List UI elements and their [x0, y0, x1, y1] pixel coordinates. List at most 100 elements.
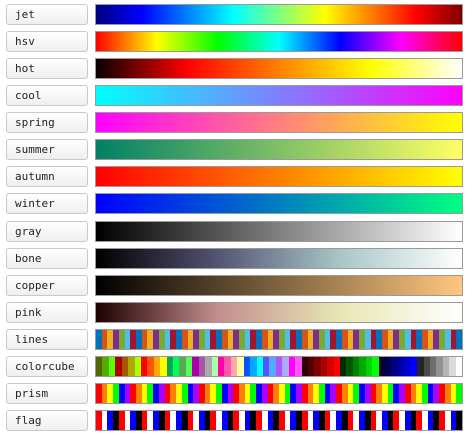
- colormap-swatch-cool[interactable]: [95, 85, 463, 106]
- colormap-cell: [421, 411, 428, 430]
- colormap-cell: [198, 357, 206, 376]
- colormap-button-lines[interactable]: lines: [6, 329, 88, 350]
- colormap-cell: [187, 411, 194, 430]
- colormap-swatch-hsv[interactable]: [95, 31, 463, 52]
- colormap-cell: [313, 411, 320, 430]
- colormap-button-bone[interactable]: bone: [6, 248, 88, 269]
- colormap-cell: [279, 330, 285, 349]
- colormap-cell: [314, 357, 321, 376]
- colormap-cell: [365, 357, 373, 376]
- colormap-cell: [404, 411, 411, 430]
- colormap-cell: [279, 411, 285, 430]
- colormap-cell: [176, 411, 182, 430]
- colormap-cell: [227, 384, 234, 403]
- colormap-cell: [205, 357, 212, 376]
- colormap-button-copper[interactable]: copper: [6, 275, 88, 296]
- colormap-swatch-hot[interactable]: [95, 58, 463, 79]
- colormap-cell: [141, 384, 148, 403]
- colormap-swatch-colorcube[interactable]: [95, 356, 463, 377]
- colormap-cell: [273, 384, 279, 403]
- colormap-swatch-autumn[interactable]: [95, 166, 463, 187]
- colormap-cell: [181, 330, 188, 349]
- colormap-cell: [404, 357, 411, 376]
- colormap-button-cool[interactable]: cool: [6, 85, 88, 106]
- colormap-cell: [333, 357, 341, 376]
- colormap-swatch-lines[interactable]: [95, 329, 463, 350]
- colormap-cell: [307, 411, 314, 430]
- colormap-swatch-winter[interactable]: [95, 193, 463, 214]
- colormap-cell: [387, 330, 394, 349]
- colormap-swatch-gray[interactable]: [95, 221, 463, 242]
- colormap-swatch-flag[interactable]: [95, 410, 463, 431]
- colormap-button-pink[interactable]: pink: [6, 302, 88, 323]
- colormap-swatch-spring[interactable]: [95, 112, 463, 133]
- colormap-button-spring[interactable]: spring: [6, 112, 88, 133]
- colormap-cell: [101, 411, 108, 430]
- colormap-cell: [147, 330, 154, 349]
- colormap-cell: [204, 411, 211, 430]
- colormap-cell: [230, 357, 238, 376]
- colormap-cell: [320, 357, 328, 376]
- colormap-swatch-prism[interactable]: [95, 383, 463, 404]
- colormap-cell: [273, 330, 279, 349]
- colormap-cell: [221, 384, 228, 403]
- colormap-cell: [455, 357, 462, 376]
- colormap-cell: [284, 330, 291, 349]
- colormap-swatch-bone[interactable]: [95, 248, 463, 269]
- colormap-cell: [370, 330, 377, 349]
- colormap-cell: [147, 384, 154, 403]
- colormap-cell: [410, 330, 417, 349]
- colormap-cell: [118, 411, 125, 430]
- colormap-cell: [456, 411, 462, 430]
- colormap-cell: [404, 384, 411, 403]
- colormap-cell: [456, 330, 462, 349]
- colormap-cell: [176, 330, 182, 349]
- colormap-cell: [101, 330, 108, 349]
- colormap-button-colorcube[interactable]: colorcube: [6, 356, 88, 377]
- colormap-cell: [290, 384, 297, 403]
- colormap-row-flag: flag: [0, 410, 474, 432]
- colormap-cell: [221, 411, 228, 430]
- colormap-cell: [193, 411, 199, 430]
- colormap-cell: [456, 384, 462, 403]
- colormap-cell: [288, 357, 296, 376]
- colormap-swatch-summer[interactable]: [95, 139, 463, 160]
- colormap-cell: [275, 357, 283, 376]
- colormap-cell: [224, 357, 231, 376]
- colormap-cell: [113, 384, 119, 403]
- colormap-row-jet: jet: [0, 4, 474, 26]
- colormap-cell: [179, 357, 186, 376]
- colormap-button-hsv[interactable]: hsv: [6, 31, 88, 52]
- colormap-cell: [256, 330, 262, 349]
- colormap-cell: [450, 384, 457, 403]
- colormap-button-autumn[interactable]: autumn: [6, 166, 88, 187]
- colormap-button-winter[interactable]: winter: [6, 193, 88, 214]
- colormap-button-jet[interactable]: jet: [6, 4, 88, 25]
- colormap-cell: [115, 357, 122, 376]
- colormap-cell: [113, 411, 119, 430]
- colormap-swatch-jet[interactable]: [95, 4, 463, 25]
- colormap-swatch-pink[interactable]: [95, 302, 463, 323]
- colormap-cell: [118, 330, 125, 349]
- colormap-button-summer[interactable]: summer: [6, 139, 88, 160]
- colormap-cell: [393, 330, 400, 349]
- colormap-button-flag[interactable]: flag: [6, 410, 88, 431]
- colormap-button-hot[interactable]: hot: [6, 58, 88, 79]
- colormap-cell: [256, 384, 262, 403]
- colormap-swatch-copper[interactable]: [95, 275, 463, 296]
- colormap-cell: [153, 357, 161, 376]
- colormap-cell: [296, 384, 302, 403]
- colormap-cell: [193, 384, 199, 403]
- colormap-cell: [450, 330, 457, 349]
- colormap-cell: [244, 330, 251, 349]
- colormap-cell: [439, 384, 445, 403]
- colormap-cell: [444, 330, 451, 349]
- colormap-button-prism[interactable]: prism: [6, 383, 88, 404]
- colormap-cell: [416, 411, 422, 430]
- colormap-cell: [370, 411, 377, 430]
- colormap-cell: [140, 357, 148, 376]
- colormap-cell: [176, 384, 182, 403]
- colormap-cell: [96, 411, 102, 430]
- colormap-cell: [187, 384, 194, 403]
- colormap-button-gray[interactable]: gray: [6, 221, 88, 242]
